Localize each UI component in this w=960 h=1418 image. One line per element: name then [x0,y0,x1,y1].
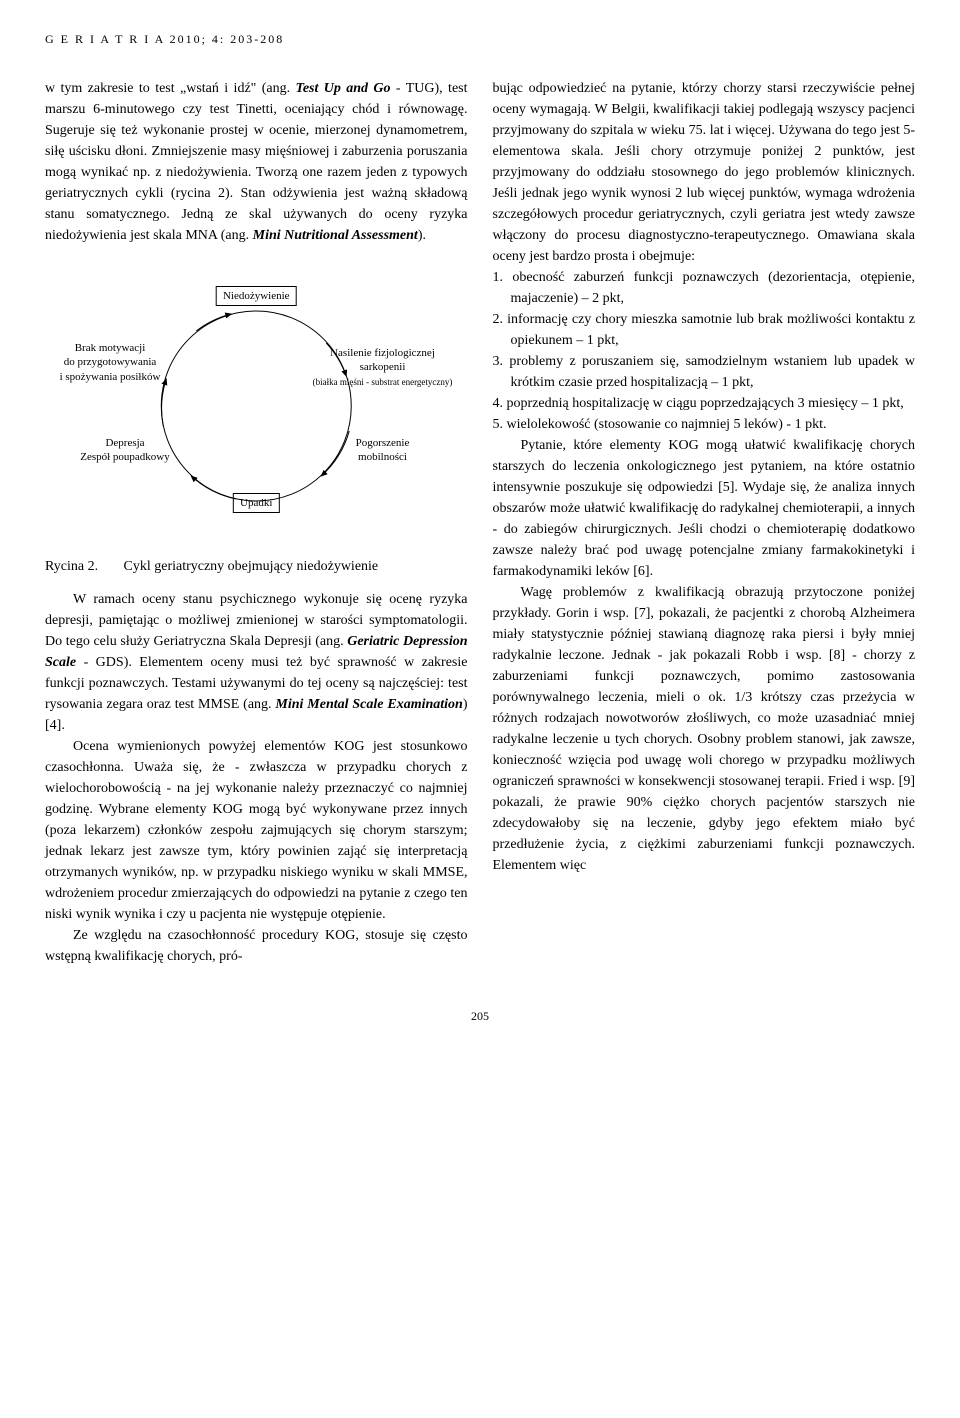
term-italic: Test Up and Go [296,81,391,96]
node-top: Niedożywienie [216,286,297,306]
text: i spożywania posiłków [60,371,161,383]
term-italic: Mini Nutritional Assessment [253,228,418,243]
paragraph-2: W ramach oceny stanu psychicznego wykonu… [45,589,468,736]
list-item: 2. informację czy chory mieszka samotnie… [493,309,916,351]
paragraph-4: Ze względu na czasochłonność procedury K… [45,925,468,967]
page-number: 205 [45,1007,915,1025]
paragraph-3: Ocena wymienionych powyżej elementów KOG… [45,736,468,925]
node-left-1: Brak motywacji do przygotowywania i spoż… [45,341,175,384]
text: - TUG), test marszu 6-minutowego czy tes… [45,81,468,243]
journal-header: G E R I A T R I A 2010; 4: 203-208 [45,30,915,48]
right-column: bując odpowiedzieć na pytanie, którzy ch… [493,78,916,967]
left-column: w tym zakresie to test „wstań i idź" (an… [45,78,468,967]
paragraph-r2: Pytanie, które elementy KOG mogą ułatwić… [493,435,916,582]
list-item: 5. wielolekowość (stosowanie co najmniej… [493,414,916,435]
node-right-1: Nasilenie fizjologicznej sarkopenii (bia… [298,346,468,389]
text: ). [418,228,426,243]
node-bottom: Upadki [233,493,279,513]
text: w tym zakresie to test „wstań i idź" (an… [45,81,296,96]
caption-label: Rycina 2. [45,556,120,577]
list-item: 3. problemy z poruszaniem się, samodziel… [493,351,916,393]
node-left-2: Depresja Zespół poupadkowy [65,436,185,465]
list-item: 1. obecność zaburzeń funkcji poznawczych… [493,267,916,309]
paragraph-r1: bując odpowiedzieć na pytanie, którzy ch… [493,78,916,267]
cycle-diagram: Niedożywienie Nasilenie fizjologicznej s… [45,261,468,541]
content-columns: w tym zakresie to test „wstań i idź" (an… [45,78,915,967]
text: Nasilenie fizjologicznej [330,347,435,359]
paragraph-1: w tym zakresie to test „wstań i idź" (an… [45,78,468,246]
node-right-2: Pogorszenie mobilności [343,436,423,465]
term-italic: Mini Mental Scale Examination [275,697,462,712]
text: Depresja [105,437,144,449]
text: sarkopenii [360,361,406,373]
text: Zespół poupadkowy [80,451,170,463]
text: Pogorszenie [356,437,410,449]
list-item: 4. poprzednią hospitalizację w ciągu pop… [493,393,916,414]
text: mobilności [358,451,407,463]
text: do przygotowywania [64,356,157,368]
figure-caption: Rycina 2. Cykl geriatryczny obejmujący n… [45,556,468,577]
caption-text: Cykl geriatryczny obejmujący niedożywien… [124,556,467,577]
paragraph-r3: Wagę problemów z kwalifikacją obrazują p… [493,582,916,876]
criteria-list: 1. obecność zaburzeń funkcji poznawczych… [493,267,916,435]
text: Brak motywacji [75,342,146,354]
text-small: (białka mięśni - substrat energetyczny) [313,377,453,387]
